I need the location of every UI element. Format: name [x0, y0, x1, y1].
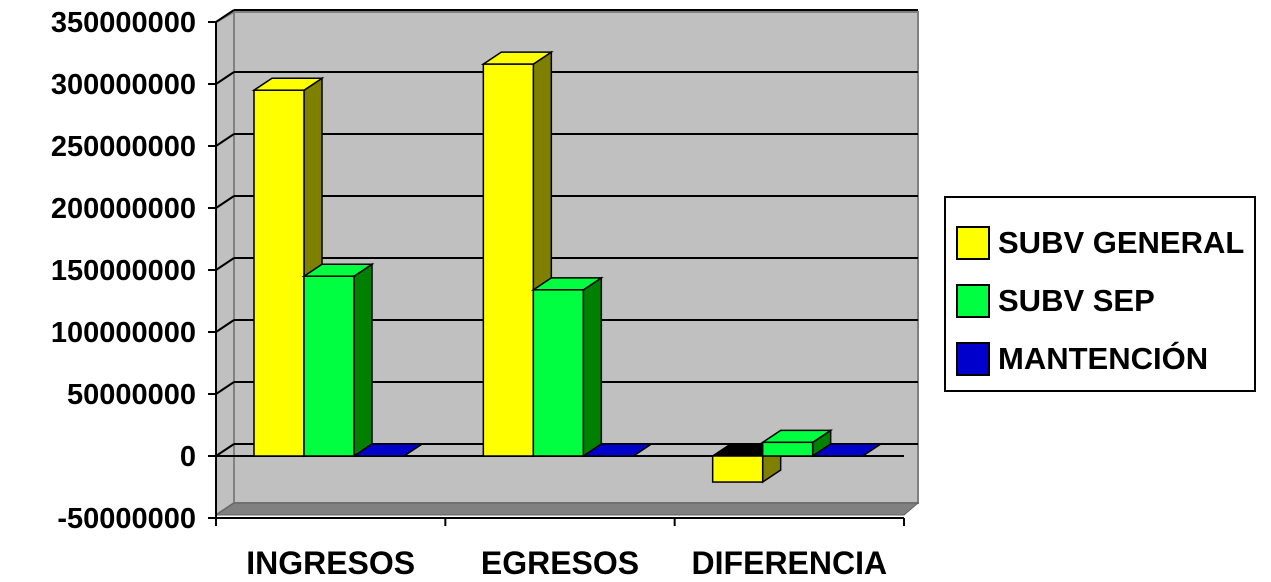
legend-label-mantencion: MANTENCIÓN: [998, 341, 1209, 376]
legend-swatch-subv-sep: [956, 284, 990, 318]
y-tick-label: 0: [180, 441, 196, 473]
x-tick-label-diferencia: DIFERENCIA: [692, 545, 888, 581]
gridline-diagonal: [215, 71, 235, 85]
bar-side: [353, 262, 373, 458]
legend-item-mantencion: MANTENCIÓN: [956, 330, 1254, 388]
y-tick-label: 350000000: [51, 7, 196, 39]
legend-swatch-mantencion: [956, 342, 990, 376]
y-tick-label: 100000000: [51, 317, 196, 349]
bar-mantencion-diferencia: [810, 443, 884, 457]
bar-side: [582, 276, 603, 458]
gridline-diagonal: [215, 133, 235, 147]
bar-mantencion-egresos: [580, 443, 654, 457]
bar-front: [482, 63, 535, 457]
bar-front: [253, 89, 305, 457]
y-tick-label: 300000000: [51, 69, 196, 101]
bar-top: [810, 443, 884, 457]
legend-item-subv-sep: SUBV SEP: [956, 272, 1254, 330]
legend-item-subv-general: SUBV GENERAL: [956, 214, 1254, 272]
gridline-diagonal: [215, 381, 235, 395]
legend: SUBV GENERAL SUBV SEP MANTENCIÓN: [944, 196, 1256, 392]
y-tick-label: 250000000: [51, 131, 196, 163]
bars: [251, 50, 884, 484]
bar-subv-sep-ingresos: [301, 262, 375, 458]
bar-top: [580, 443, 654, 457]
x-tick-label-egresos: EGRESOS: [481, 545, 639, 581]
gridline-diagonal: [215, 257, 235, 271]
y-tick-label: 150000000: [51, 255, 196, 287]
bar-front: [761, 441, 814, 457]
bar-front: [711, 455, 764, 483]
x-axis-labels: INGRESOS EGRESOS DIFERENCIA: [246, 545, 887, 581]
gridline-diagonal: [215, 9, 235, 23]
bar-top: [351, 443, 425, 457]
y-axis-ticks: 350000000 300000000 250000000 200000000 1500…: [51, 7, 216, 535]
plot-floor: [214, 502, 920, 516]
bar-mantencion-ingresos: [351, 443, 425, 457]
bar-subv-sep-diferencia: [760, 428, 834, 458]
legend-label-subv-general: SUBV GENERAL: [998, 225, 1245, 260]
y-tick-label: 50000000: [67, 379, 196, 411]
y-tick-label: 200000000: [51, 193, 196, 225]
bar-front: [303, 275, 355, 457]
x-tick-label-ingresos: INGRESOS: [246, 545, 415, 581]
legend-swatch-subv-general: [956, 226, 990, 260]
bar-front: [532, 289, 585, 457]
y-tick-label: -50000000: [57, 503, 196, 535]
gridline-diagonal: [215, 319, 235, 333]
bar-subv-sep-egresos: [530, 276, 604, 458]
legend-label-subv-sep: SUBV SEP: [998, 283, 1155, 318]
gridline-diagonal: [215, 443, 235, 457]
gridline-diagonal: [215, 195, 235, 209]
